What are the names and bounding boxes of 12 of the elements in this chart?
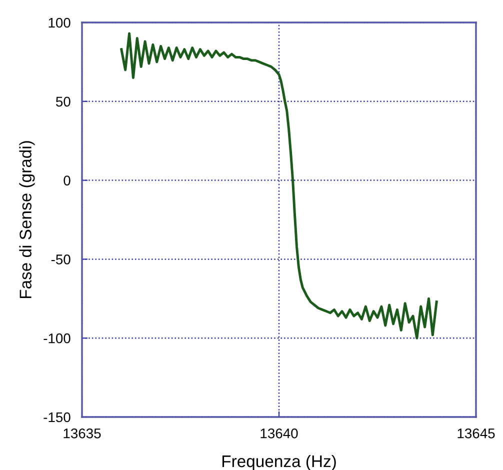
y-tick-label: 100 xyxy=(48,18,70,28)
x-axis-title: Frequenza (Hz) xyxy=(222,454,336,470)
y-axis-title: Fase di Sense (gradi) xyxy=(19,141,35,298)
line-series xyxy=(120,32,438,340)
x-tick-label: 13635 xyxy=(64,428,101,438)
y-tick-label: -50 xyxy=(51,254,70,264)
x-tick-label: 13640 xyxy=(260,428,298,438)
y-tick-label: 0 xyxy=(64,176,70,186)
x-tick-label: 13645 xyxy=(458,428,495,438)
y-tick-label: -150 xyxy=(44,412,70,422)
y-tick-label: 50 xyxy=(56,96,70,107)
y-tick-label: -100 xyxy=(44,333,70,344)
